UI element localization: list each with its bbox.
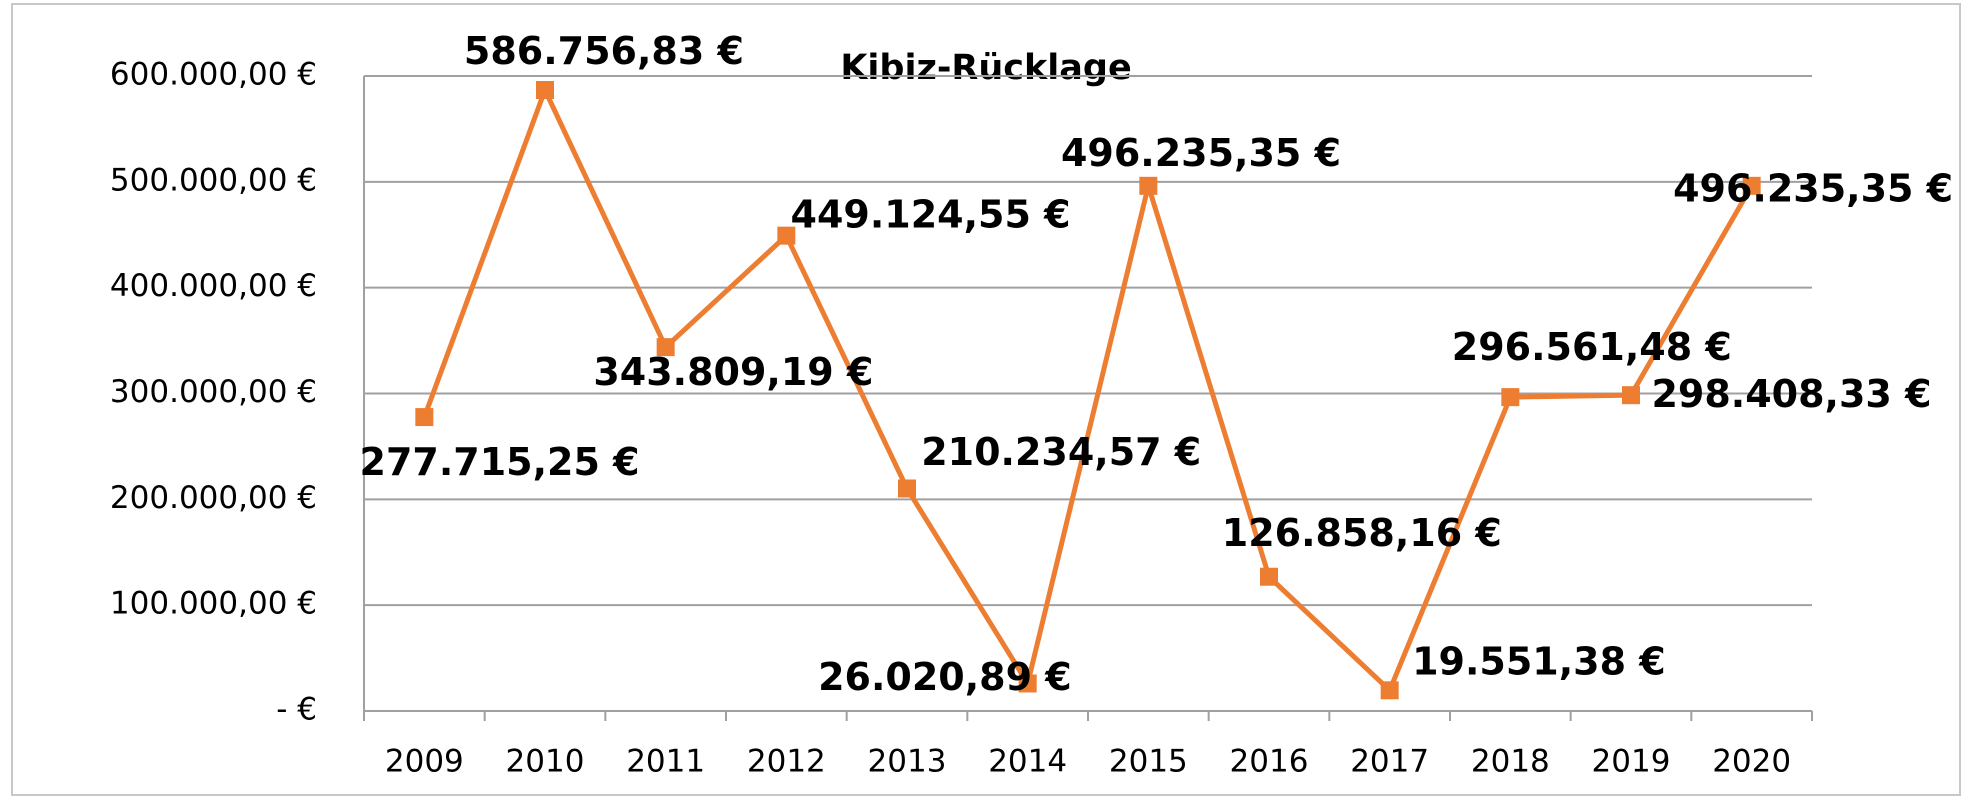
x-tick-label: 2013 — [868, 744, 947, 780]
marker — [1260, 567, 1278, 586]
data-label: 26.020,89 € — [818, 655, 1072, 699]
marker — [777, 226, 796, 245]
x-tick-label: 2011 — [626, 744, 705, 780]
data-label: 19.551,38 € — [1412, 639, 1666, 683]
x-tick-label: 2020 — [1712, 744, 1791, 780]
line — [421, 83, 1754, 695]
y-tick-label: 100.000,00 € — [110, 586, 317, 622]
chart-title: Kibiz-Rücklage — [840, 48, 1131, 88]
x-tick-label: 2014 — [988, 744, 1067, 780]
x-tick-label: 2017 — [1350, 744, 1429, 780]
marker — [1018, 674, 1037, 693]
y-tick-label: 300.000,00 € — [110, 374, 317, 410]
x-tick-label: 2012 — [747, 744, 826, 780]
marker — [656, 338, 675, 357]
data-label: 210.234,57 € — [921, 430, 1201, 474]
data-label: 343.809,19 € — [593, 350, 873, 394]
y-tick-label: 200.000,00 € — [110, 480, 317, 516]
x-tick-label: 2016 — [1230, 744, 1309, 780]
marker — [898, 479, 916, 498]
data-label: 449.124,55 € — [791, 192, 1071, 236]
y-tick-label: 500.000,00 € — [110, 162, 317, 198]
marker — [536, 81, 554, 100]
x-tick-label: 2019 — [1592, 744, 1671, 780]
x-tick-label: 2015 — [1109, 744, 1188, 780]
y-tick-label: - € — [276, 692, 317, 728]
x-tick-label: 2009 — [385, 744, 464, 780]
y-tick-label: 600.000,00 € — [110, 57, 317, 93]
data-label: 586.756,83 € — [464, 29, 744, 73]
marker — [1622, 386, 1640, 405]
data-label: 296.561,48 € — [1452, 325, 1732, 369]
data-label: 298.408,33 € — [1651, 372, 1931, 416]
marker — [1139, 176, 1158, 195]
y-tick-label: 400.000,00 € — [110, 268, 317, 304]
data-label: 496.235,35 € — [1061, 131, 1341, 175]
x-tick-label: 2010 — [506, 744, 585, 780]
marker — [415, 408, 434, 427]
data-label: 126.858,16 € — [1222, 511, 1502, 555]
marker — [1380, 681, 1399, 700]
data-label: 277.715,25 € — [360, 440, 640, 484]
x-tick-label: 2018 — [1471, 744, 1550, 780]
data-label: 496.235,35 € — [1673, 166, 1953, 210]
marker — [1742, 176, 1761, 195]
marker — [1501, 388, 1520, 407]
